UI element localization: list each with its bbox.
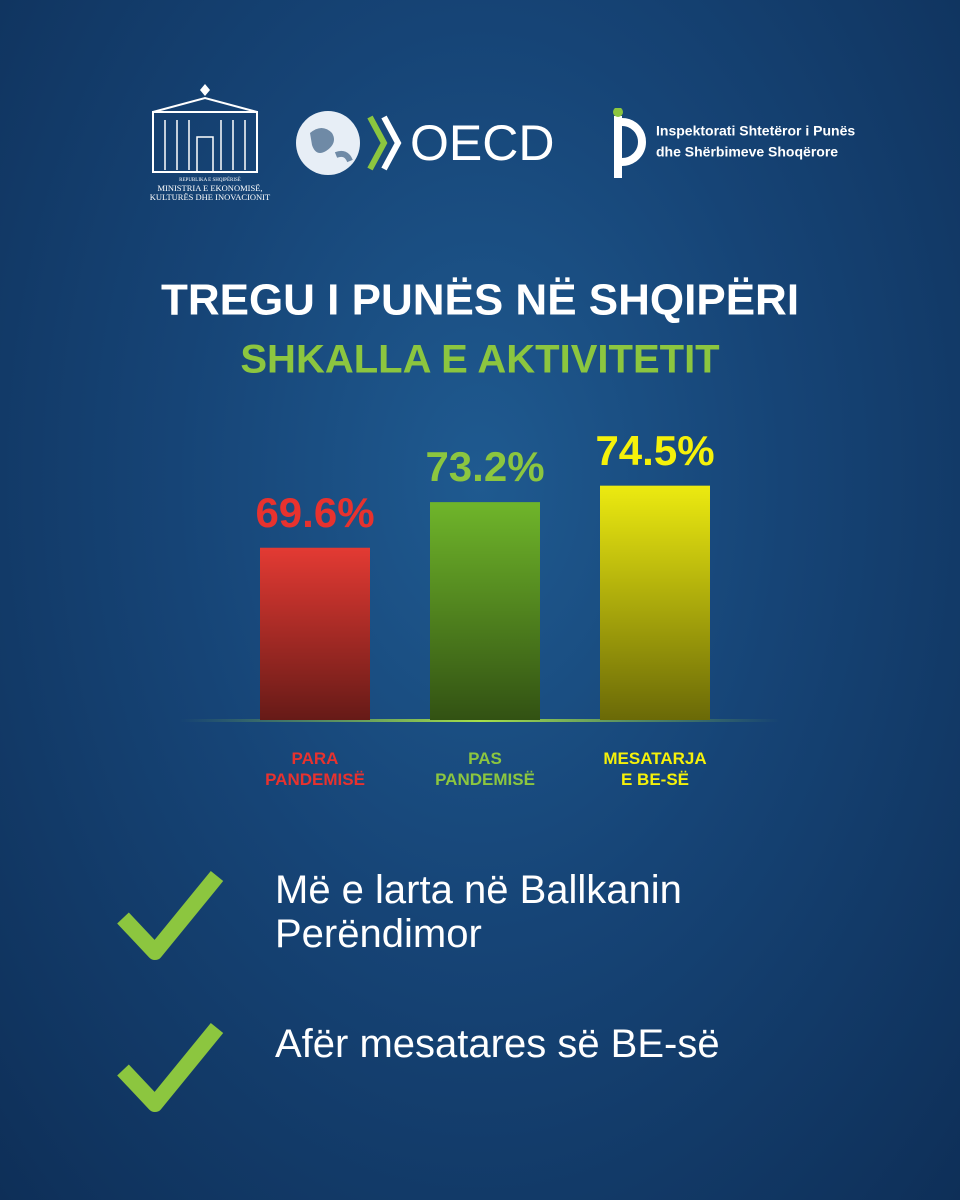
chart-subtitle: SHKALLA E AKTIVITETIT — [240, 338, 719, 382]
oecd-text: OECD — [410, 115, 554, 171]
ministry-top: REPUBLIKA E SHQIPËRISË — [179, 177, 241, 183]
bar-shade — [430, 502, 540, 720]
inspectorate-name: dhe Shërbimeve Shoqërore — [656, 144, 838, 160]
inspectorate-logo: Inspektorati Shtetëror i Punës dhe Shërb… — [613, 108, 855, 178]
check-icon — [117, 870, 224, 960]
point-text: Afër mesatares së BE-së — [275, 1022, 720, 1066]
value-label: 69.6% — [255, 489, 374, 536]
bar-shade — [600, 485, 710, 720]
chart-title: TREGU I PUNËS NË SHQIPËRI — [161, 276, 799, 325]
ministry-logo: REPUBLIKA E SHQIPËRISË MINISTRIA E EKONO… — [150, 84, 271, 202]
oecd-logo: OECD — [296, 111, 554, 175]
x-tick-label: PAS PANDEMISË — [435, 749, 535, 789]
chart: TREGU I PUNËS NË SHQIPËRI SHKALLA E AKTI… — [161, 276, 799, 722]
check-icon — [117, 1022, 224, 1112]
value-label: 74.5% — [595, 427, 714, 474]
baseline — [180, 719, 780, 722]
ministry-name: MINISTRIA E EKONOMISË, — [157, 183, 262, 193]
bar-shade — [260, 547, 370, 720]
x-tick-label: MESATARJA E BE-SË — [603, 749, 707, 789]
value-label: 73.2% — [425, 443, 544, 490]
ministry-name: KULTURËS DHE INOVACIONIT — [150, 192, 271, 202]
x-tick-label: PARA PANDEMISË — [265, 749, 365, 789]
inspectorate-name: Inspektorati Shtetëror i Punës — [656, 123, 855, 139]
point-text: Më e larta në Ballkanin Perëndimor — [275, 868, 682, 956]
